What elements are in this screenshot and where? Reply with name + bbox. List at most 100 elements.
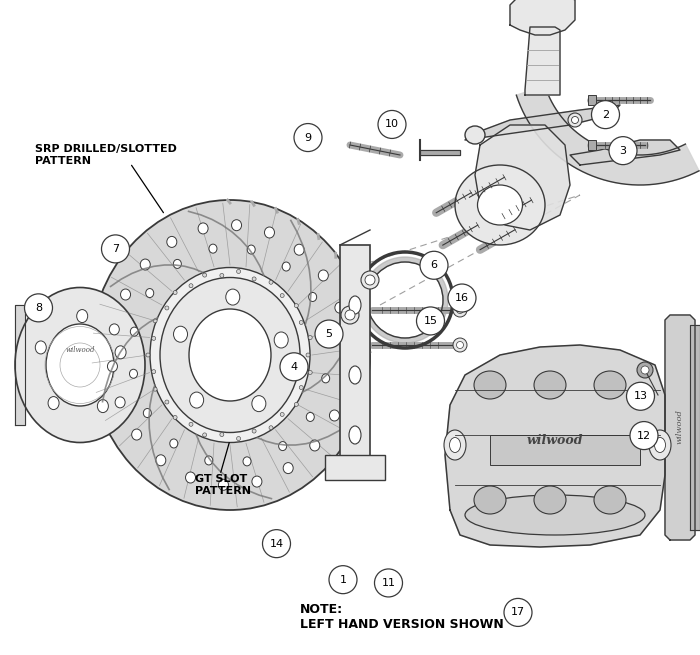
Text: 10: 10 — [385, 119, 399, 130]
Ellipse shape — [107, 361, 118, 372]
Ellipse shape — [456, 341, 463, 348]
Ellipse shape — [109, 324, 119, 335]
Circle shape — [626, 383, 654, 410]
Ellipse shape — [294, 244, 304, 255]
Circle shape — [630, 422, 658, 449]
Circle shape — [294, 402, 298, 406]
Circle shape — [300, 386, 303, 390]
Ellipse shape — [330, 410, 340, 421]
Ellipse shape — [35, 341, 46, 354]
Ellipse shape — [130, 327, 139, 336]
Text: 12: 12 — [637, 430, 651, 441]
Ellipse shape — [453, 338, 467, 352]
Ellipse shape — [174, 326, 188, 342]
Ellipse shape — [243, 457, 251, 466]
Ellipse shape — [282, 262, 290, 271]
Circle shape — [237, 269, 241, 273]
Ellipse shape — [534, 371, 566, 399]
Text: wilwood: wilwood — [676, 409, 684, 445]
Ellipse shape — [349, 296, 361, 314]
Text: 2: 2 — [602, 109, 609, 120]
Ellipse shape — [265, 227, 274, 238]
Ellipse shape — [189, 309, 271, 401]
Ellipse shape — [455, 165, 545, 245]
Circle shape — [420, 252, 448, 279]
Circle shape — [592, 101, 620, 128]
Text: 3: 3 — [620, 145, 626, 156]
Text: GT SLOT
PATTERN: GT SLOT PATTERN — [195, 474, 251, 496]
Ellipse shape — [150, 267, 310, 443]
Ellipse shape — [218, 479, 228, 491]
Circle shape — [152, 369, 155, 373]
Ellipse shape — [444, 430, 466, 460]
Ellipse shape — [594, 371, 626, 399]
Ellipse shape — [140, 259, 150, 270]
Text: 14: 14 — [270, 538, 284, 549]
Ellipse shape — [146, 289, 154, 297]
Circle shape — [280, 293, 284, 297]
Ellipse shape — [115, 397, 125, 408]
Text: 9: 9 — [304, 132, 312, 143]
Circle shape — [173, 291, 177, 295]
Ellipse shape — [323, 331, 330, 341]
Ellipse shape — [534, 486, 566, 514]
Ellipse shape — [568, 113, 582, 127]
Ellipse shape — [342, 338, 353, 349]
Polygon shape — [510, 0, 575, 35]
Text: NOTE:
LEFT HAND VERSION SHOWN: NOTE: LEFT HAND VERSION SHOWN — [300, 603, 504, 631]
Text: 17: 17 — [511, 607, 525, 618]
Circle shape — [252, 429, 256, 433]
Circle shape — [315, 320, 343, 348]
Ellipse shape — [571, 117, 578, 124]
Ellipse shape — [90, 200, 370, 510]
Text: 13: 13 — [634, 391, 648, 402]
Circle shape — [173, 415, 177, 419]
Ellipse shape — [465, 495, 645, 535]
Polygon shape — [570, 140, 680, 165]
Ellipse shape — [654, 438, 666, 453]
Circle shape — [416, 307, 444, 335]
Circle shape — [252, 277, 256, 281]
Circle shape — [262, 530, 290, 557]
Ellipse shape — [209, 244, 217, 253]
Circle shape — [306, 353, 310, 357]
Circle shape — [189, 422, 193, 426]
Circle shape — [220, 273, 224, 278]
Ellipse shape — [594, 486, 626, 514]
Ellipse shape — [465, 126, 485, 144]
Text: 6: 6 — [430, 260, 438, 271]
Ellipse shape — [205, 456, 213, 465]
Ellipse shape — [649, 430, 671, 460]
Polygon shape — [665, 315, 695, 540]
Ellipse shape — [361, 271, 379, 289]
Ellipse shape — [349, 366, 361, 384]
Circle shape — [165, 400, 169, 404]
Ellipse shape — [132, 429, 141, 440]
Ellipse shape — [247, 245, 256, 254]
Polygon shape — [465, 105, 620, 140]
Text: 7: 7 — [112, 244, 119, 254]
Ellipse shape — [97, 400, 108, 413]
Bar — [490, 435, 640, 465]
Ellipse shape — [341, 306, 359, 324]
Circle shape — [448, 284, 476, 312]
Bar — [340, 245, 370, 480]
Ellipse shape — [474, 486, 506, 514]
Ellipse shape — [307, 413, 314, 421]
Ellipse shape — [309, 293, 316, 301]
Circle shape — [269, 280, 273, 284]
Circle shape — [102, 235, 130, 263]
Circle shape — [378, 111, 406, 138]
Text: 1: 1 — [340, 574, 346, 585]
Circle shape — [637, 362, 653, 378]
Ellipse shape — [130, 369, 137, 378]
Circle shape — [237, 436, 241, 441]
Text: 8: 8 — [35, 303, 42, 313]
Circle shape — [203, 433, 206, 437]
Ellipse shape — [274, 332, 288, 348]
Ellipse shape — [115, 346, 126, 359]
Ellipse shape — [144, 409, 151, 417]
Circle shape — [269, 426, 273, 430]
Ellipse shape — [449, 438, 461, 453]
Ellipse shape — [120, 289, 130, 300]
